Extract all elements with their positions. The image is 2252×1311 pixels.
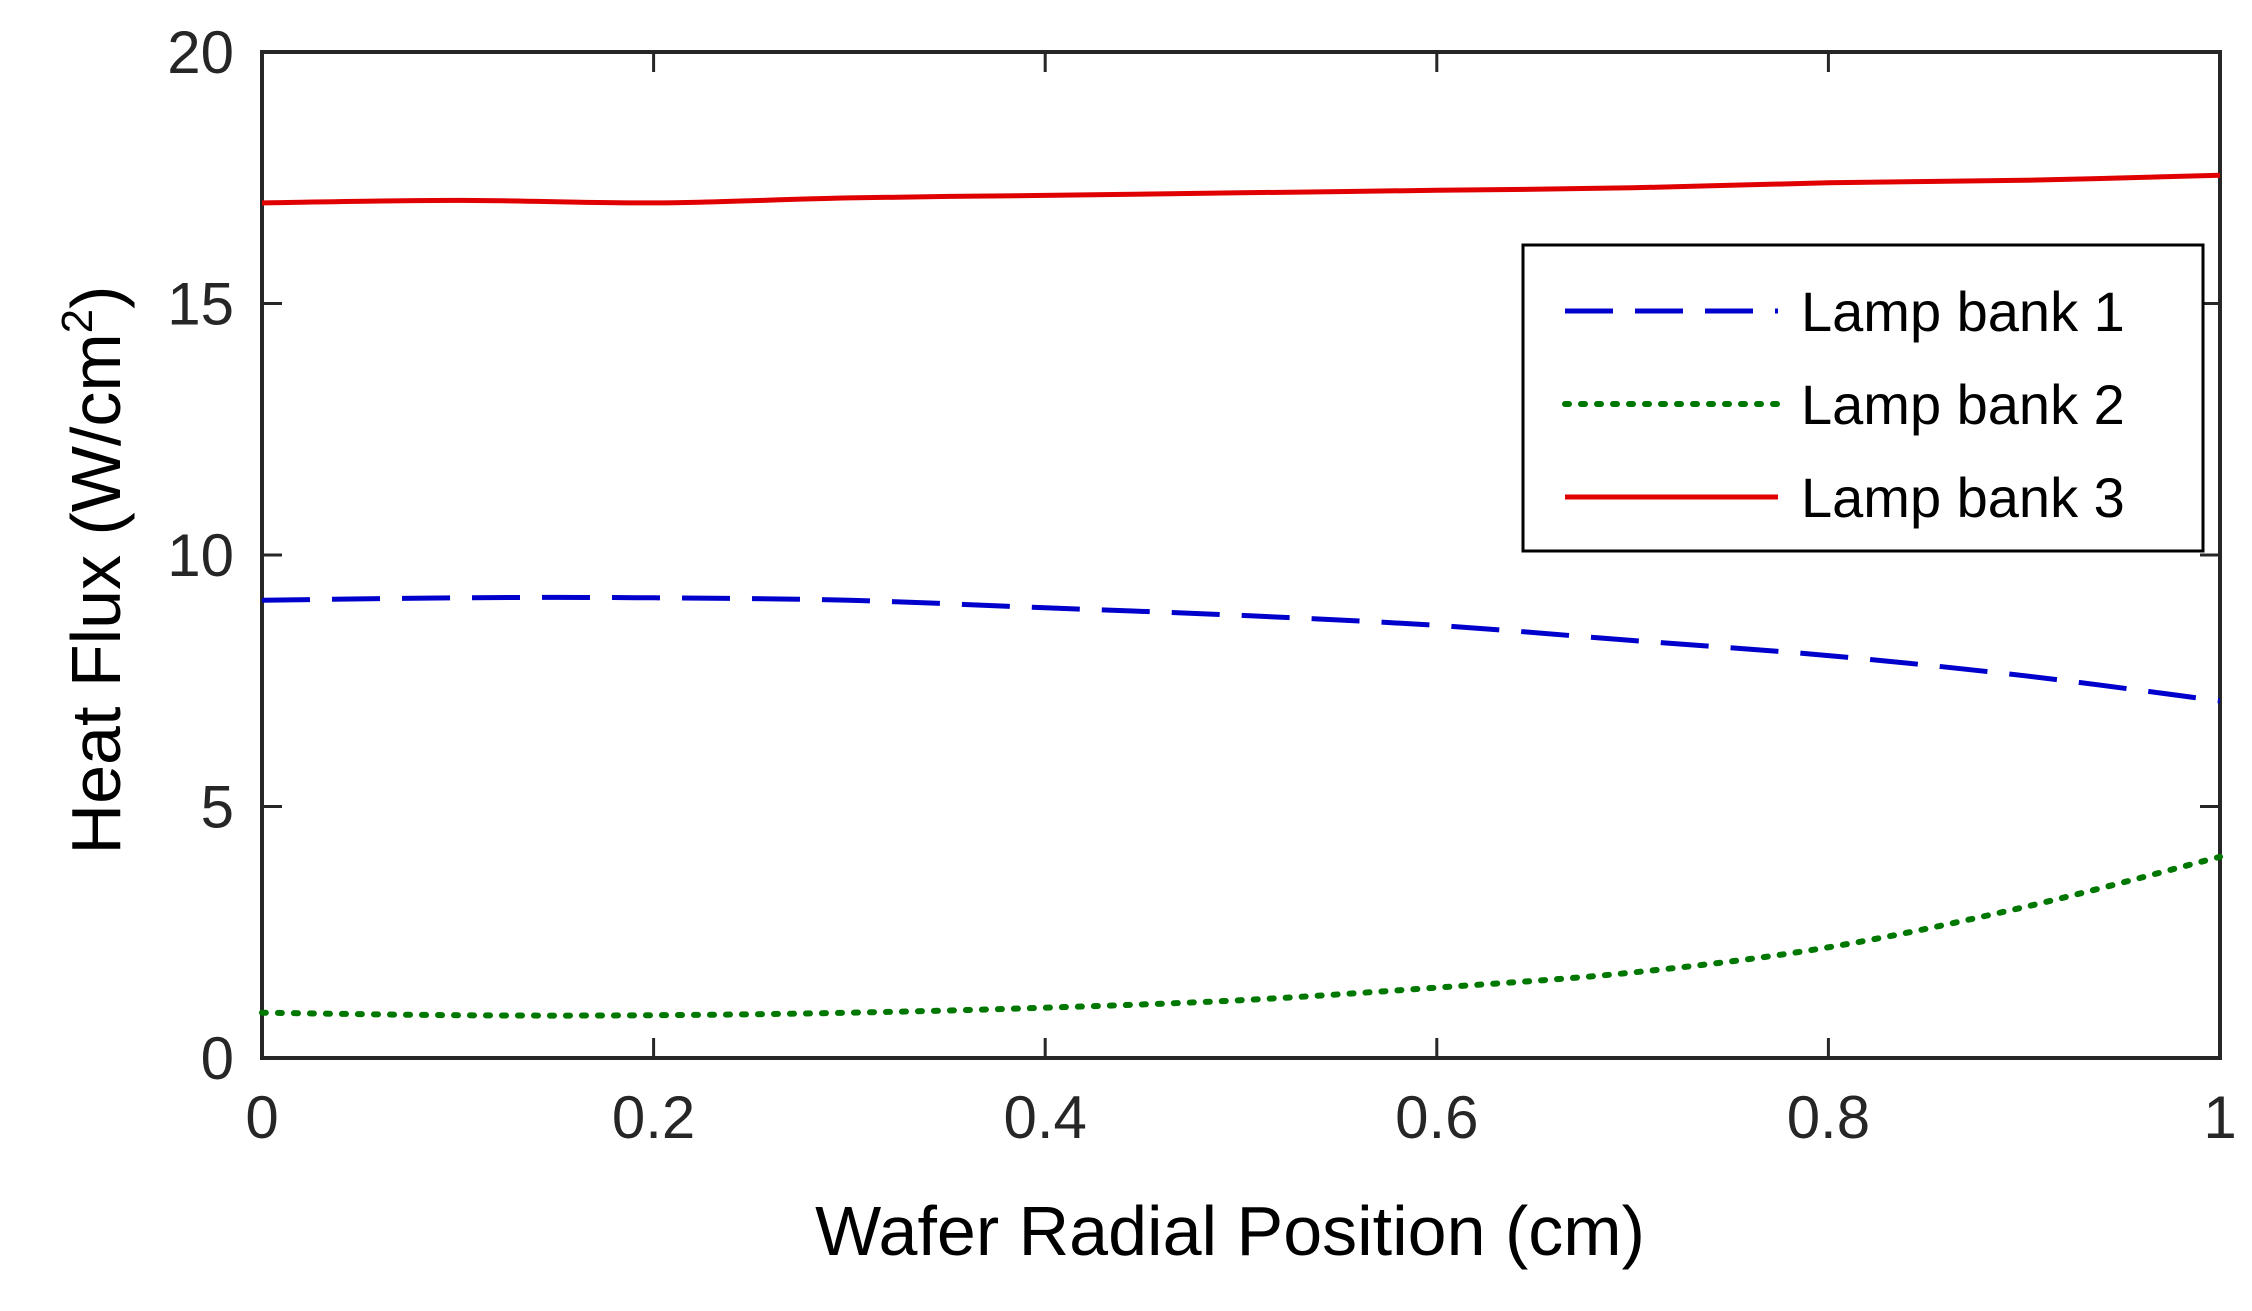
x-tick-label: 0.6 <box>1395 1084 1478 1151</box>
legend-label-lamp-bank-3: Lamp bank 3 <box>1801 466 2125 529</box>
legend: Lamp bank 1 Lamp bank 2 Lamp bank 3 <box>1521 243 2205 553</box>
x-tick-label: 0.2 <box>612 1084 695 1151</box>
x-tick-label: 0 <box>245 1084 278 1151</box>
y-tick-label: 20 <box>167 19 234 86</box>
legend-label-lamp-bank-1: Lamp bank 1 <box>1801 280 2125 343</box>
x-tick-label: 0.4 <box>1003 1084 1086 1151</box>
y-axis-label-superscript: 2 <box>53 309 102 333</box>
y-axis-label-main: Heat Flux (W/cm <box>57 333 135 854</box>
series-line-lamp-bank-1 <box>261 594 2221 704</box>
y-tick-label: 5 <box>201 774 234 841</box>
x-tick-label: 0.8 <box>1787 1084 1870 1151</box>
legend-box <box>1521 243 2205 553</box>
y-axis-label-close: ) <box>57 286 135 309</box>
series-layer <box>259 172 2223 1019</box>
plot-area <box>260 50 2222 1060</box>
y-axis-label: Heat Flux (W/cm2) <box>53 286 135 855</box>
legend-label-lamp-bank-2: Lamp bank 2 <box>1801 373 2125 436</box>
y-tick-label: 10 <box>167 522 234 589</box>
x-axis-label: Wafer Radial Position (cm) <box>815 1192 1645 1270</box>
x-tick-label: 1 <box>2203 1084 2236 1151</box>
series-line-lamp-bank-2 <box>259 853 2223 1019</box>
y-tick-label: 0 <box>201 1025 234 1092</box>
y-tick-label: 15 <box>167 271 234 338</box>
series-line-lamp-bank-3 <box>261 172 2221 206</box>
axes-box <box>260 50 2222 1060</box>
